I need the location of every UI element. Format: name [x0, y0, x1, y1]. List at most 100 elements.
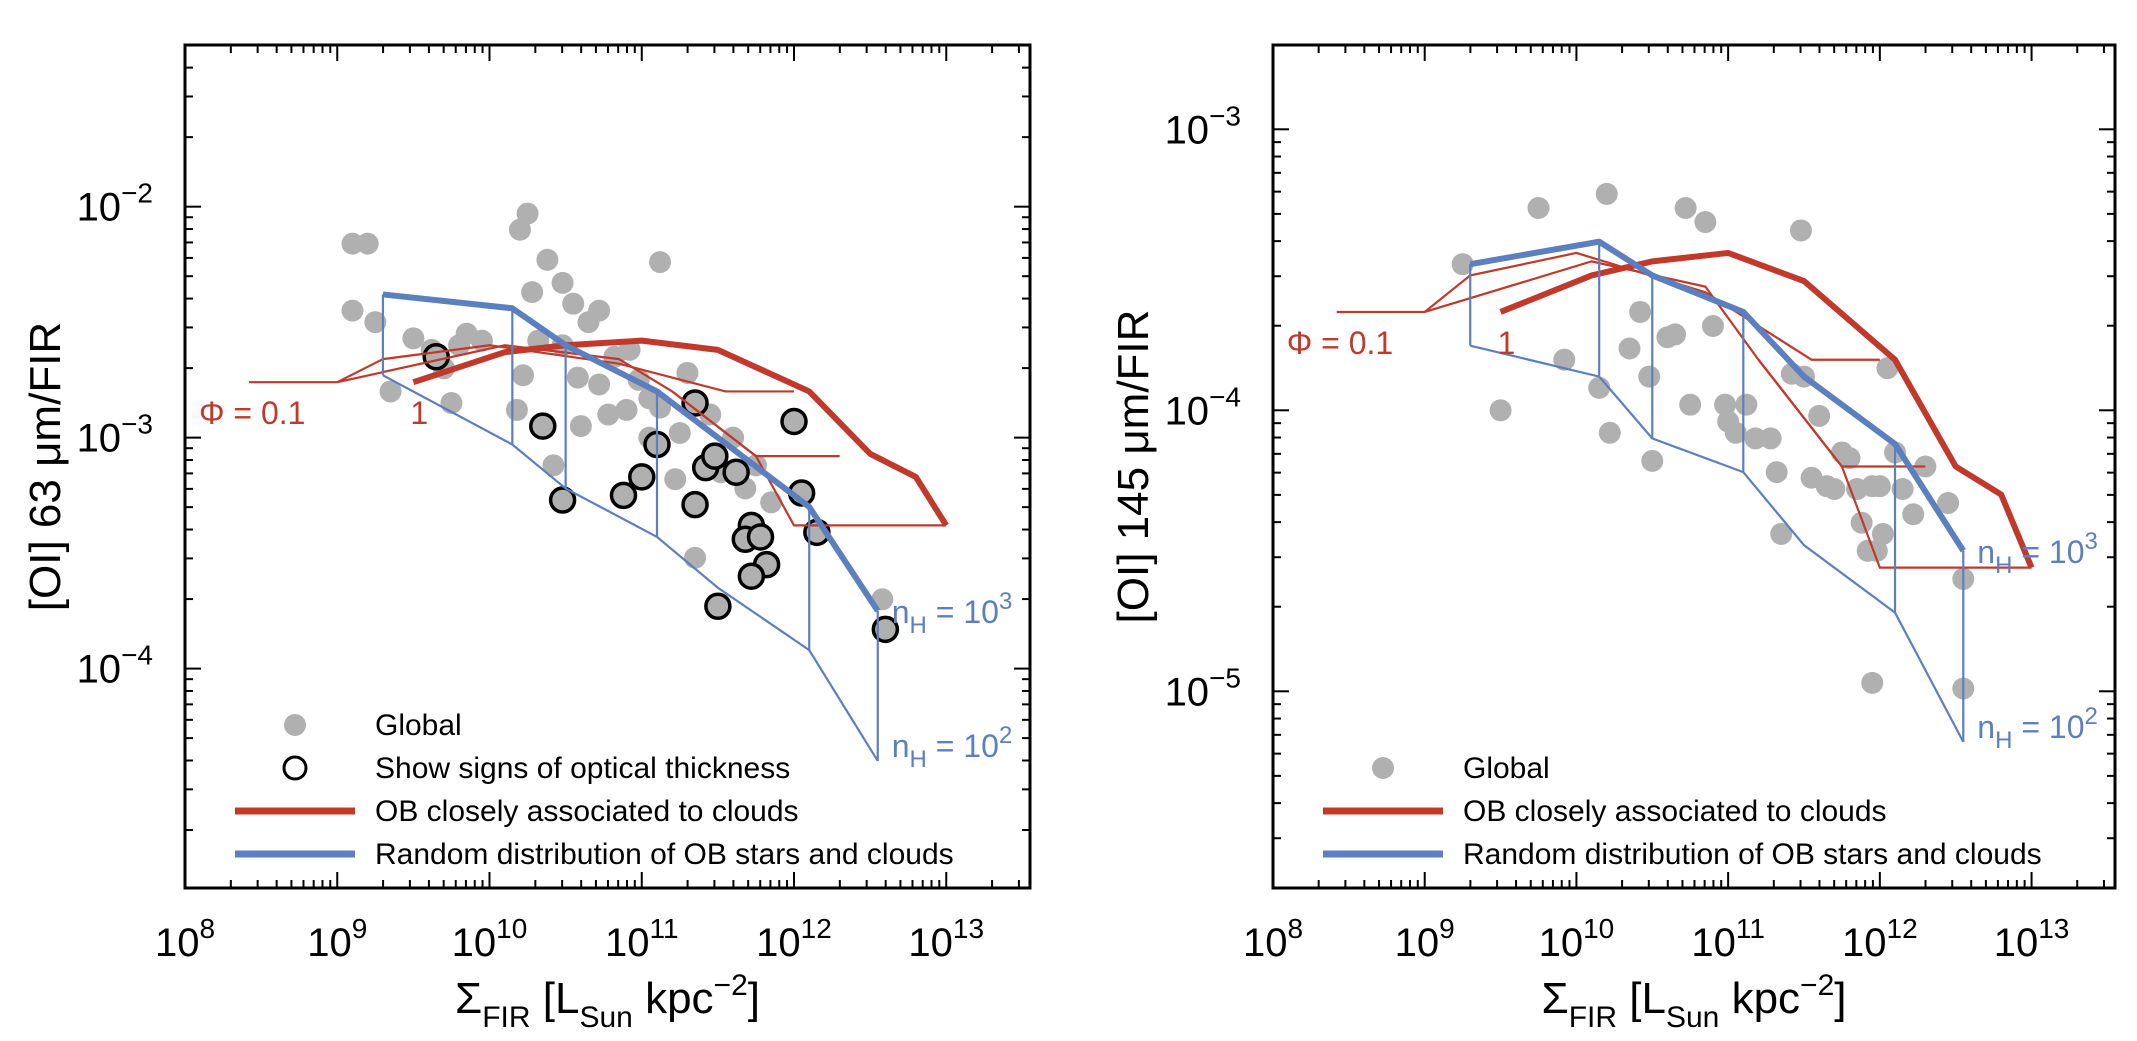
global-point: [402, 327, 425, 350]
y-tick-label: 10−4: [77, 640, 153, 692]
x-tick-base: 10: [908, 921, 953, 965]
x-tick-base: 10: [307, 921, 352, 965]
legend-label: Global: [1463, 752, 1550, 785]
global-point: [1595, 182, 1618, 205]
y-tick-exp: −4: [121, 640, 153, 671]
phi-annotation: Φ = 0.1: [199, 395, 305, 431]
xlabel-close: ]: [1834, 974, 1846, 1023]
y-axis-label: [OI] 63 μm/FIR: [21, 322, 70, 611]
plot-area: [1336, 182, 2035, 743]
nh-eq: = 10: [927, 728, 999, 764]
global-point: [649, 251, 672, 274]
x-tick-label: 1010: [452, 913, 528, 965]
x-tick-exp: 12: [801, 913, 832, 944]
global-point: [562, 292, 585, 315]
nh-base: n: [892, 594, 910, 630]
y-axis-label: [OI] 145 μm/FIR: [1109, 310, 1158, 624]
global-point: [1674, 196, 1697, 219]
x-tick-base: 10: [1842, 921, 1887, 965]
x-tick-exp: 11: [1736, 913, 1765, 944]
red-model-thick-line: [1499, 249, 2035, 569]
global-point: [1759, 427, 1782, 450]
y-tick-label: 10−4: [1165, 381, 1241, 433]
xlabel-kpc: kpc: [1719, 974, 1800, 1023]
global-point: [551, 271, 574, 294]
x-tick-label: 1011: [605, 913, 679, 965]
optically-thick-point: [701, 442, 729, 470]
xlabel-sub-fir: FIR: [482, 1001, 530, 1034]
nh-sub: H: [1995, 727, 2012, 754]
x-tick-label: 1013: [908, 913, 984, 965]
optically-thick-point: [871, 615, 900, 644]
global-point: [1823, 477, 1846, 500]
global-point: [1714, 393, 1737, 416]
blue-model-thin-line: [382, 374, 879, 762]
x-tick-base: 10: [605, 921, 650, 965]
global-point: [1598, 421, 1621, 444]
plot-area: [248, 202, 949, 762]
legend-label: Global: [375, 709, 462, 742]
optically-thick-point: [628, 463, 656, 491]
phi-one-annotation: 1: [410, 395, 428, 431]
legend-label: OB closely associated to clouds: [375, 795, 799, 828]
x-tick-exp: 13: [953, 913, 984, 944]
global-point: [512, 364, 534, 387]
global-point: [1629, 300, 1652, 323]
blue-model-thick-line: [1469, 238, 1966, 553]
x-tick-base: 10: [155, 921, 200, 965]
global-point: [684, 546, 707, 569]
xlabel-close: ]: [748, 974, 760, 1023]
global-point: [1588, 376, 1611, 399]
y-tick-label: 10−3: [1165, 100, 1241, 152]
x-tick-label: 1012: [756, 913, 832, 965]
x-tick-label: 108: [1243, 913, 1303, 965]
global-point: [615, 398, 638, 421]
red-model-thin-line: [1757, 359, 2032, 569]
legend-label: OB closely associated to clouds: [1463, 795, 1887, 828]
global-point: [1868, 475, 1891, 498]
global-point: [1724, 421, 1747, 444]
global-point: [1770, 522, 1793, 545]
legend: Global Show signs of optical thickness OB …: [235, 709, 954, 871]
global-point: [760, 491, 783, 514]
global-point: [1656, 326, 1679, 349]
x-tick-base: 10: [1691, 921, 1736, 965]
nh-base: n: [1977, 534, 1995, 570]
global-point: [364, 311, 387, 334]
y-tick-label: 10−3: [77, 409, 153, 461]
global-point: [668, 422, 691, 445]
optically-thick-point: [780, 407, 808, 436]
xlabel-sub-fir: FIR: [1569, 1001, 1617, 1034]
optically-thick-point: [704, 592, 732, 620]
legend-symbol-global: [284, 714, 306, 736]
global-point: [1701, 315, 1724, 337]
y-tick-label: 10−2: [77, 178, 153, 230]
global-point: [566, 366, 589, 389]
global-point: [649, 396, 672, 419]
global-point: [1744, 427, 1767, 450]
optically-thick-point: [722, 458, 750, 487]
xlabel-mid: [L: [531, 974, 580, 1023]
y-tick-label: 10−5: [1165, 662, 1241, 714]
nh-sup: 2: [2084, 703, 2097, 730]
x-tick-exp: 10: [496, 913, 527, 944]
nh-1e3-annotation: nH = 103: [892, 588, 1013, 639]
nh-1e2-annotation: nH = 102: [1977, 703, 2098, 754]
xlabel-sub-sun: Sun: [579, 1001, 632, 1034]
y-tick-base: 10: [1165, 670, 1210, 714]
global-point: [569, 415, 592, 438]
nh-base: n: [892, 728, 910, 764]
red-model-thick-line: [412, 337, 949, 527]
global-point: [664, 468, 687, 491]
global-point: [1808, 404, 1831, 427]
nh-sub: H: [1995, 552, 2012, 579]
red-model-thin-line: [337, 344, 840, 458]
x-tick-exp: 8: [1287, 913, 1303, 944]
nh-sup: 3: [999, 588, 1012, 615]
xlabel-mid: [L: [1617, 974, 1666, 1023]
global-point: [1861, 671, 1884, 694]
global-point: [1902, 503, 1925, 526]
global-point: [1451, 253, 1474, 276]
x-tick-base: 10: [1539, 921, 1584, 965]
